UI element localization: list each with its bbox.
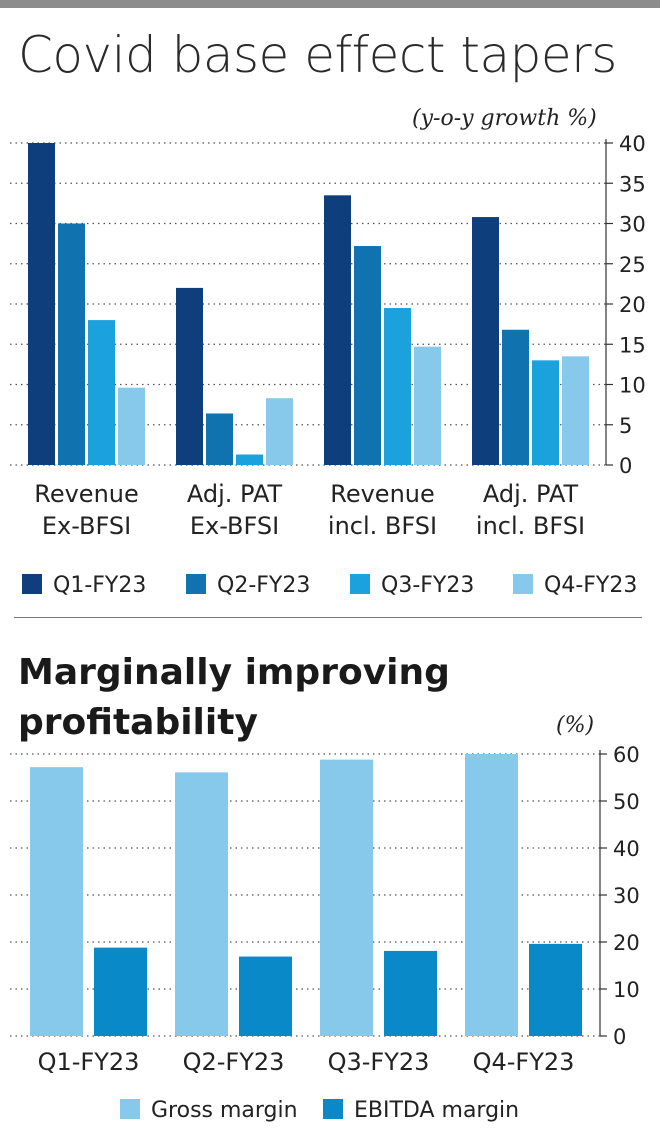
category-label: Revenue incl. BFSI — [328, 480, 437, 540]
y-tick-label: 60 — [613, 743, 640, 767]
y-tick-label: 0 — [613, 1025, 626, 1049]
bar — [175, 772, 228, 1036]
chart-2-title: Marginally improving profitability — [18, 652, 450, 743]
y-tick-label: 10 — [613, 978, 640, 1002]
bar — [384, 950, 437, 1036]
legend-swatch — [323, 1099, 343, 1119]
y-tick-label: 10 — [619, 374, 646, 398]
legend-label: Q1-FY23 — [53, 573, 146, 598]
category-label: Adj. PAT incl. BFSI — [476, 480, 585, 540]
bar — [324, 195, 351, 465]
category-label: Q1-FY23 — [38, 1048, 140, 1076]
y-tick-label: 50 — [613, 790, 640, 814]
legend-swatch — [186, 574, 206, 594]
legend-swatch — [350, 574, 370, 594]
y-tick-label: 20 — [619, 293, 646, 317]
y-tick-label: 20 — [613, 931, 640, 955]
legend-swatch — [22, 574, 42, 594]
bar — [236, 454, 263, 465]
bar — [384, 308, 411, 465]
bar — [28, 143, 55, 465]
y-tick-label: 40 — [619, 132, 646, 156]
legend-swatch — [513, 574, 533, 594]
legend-label: Q3-FY23 — [381, 573, 474, 598]
section-divider — [14, 617, 642, 618]
bar — [502, 329, 529, 465]
y-tick-label: 30 — [613, 884, 640, 908]
top-rule — [0, 0, 660, 8]
y-tick-label: 40 — [613, 837, 640, 861]
bar — [472, 217, 499, 465]
bar — [465, 754, 518, 1036]
chart-1-unit-label: (y-o-y growth %) — [412, 106, 597, 131]
bar — [88, 320, 115, 465]
bar — [94, 947, 147, 1036]
y-tick-label: 25 — [619, 253, 646, 277]
bar — [58, 223, 85, 465]
bar — [206, 413, 233, 465]
bar — [118, 387, 145, 465]
chart-1-title: Covid base effect tapers — [18, 26, 617, 84]
y-tick-label: 15 — [619, 333, 646, 357]
chart-2-svg: 0 10 20 30 40 50 60 Q1-FY23 Q2-FY23 Q3-FY23 Q4-FY2… — [10, 743, 640, 1123]
category-label: Q4-FY23 — [473, 1048, 575, 1076]
y-tick-label: 35 — [619, 172, 646, 196]
bar — [176, 287, 203, 465]
legend-label: Q4-FY23 — [544, 573, 637, 598]
bar — [320, 759, 373, 1036]
y-tick-label: 0 — [619, 454, 632, 478]
bar — [562, 356, 589, 465]
bar — [30, 767, 83, 1036]
chart-2-unit-label: (%) — [556, 713, 595, 738]
category-label: Adj. PAT Ex-BFSI — [187, 480, 283, 540]
y-tick-label: 5 — [619, 414, 632, 438]
bar — [414, 346, 441, 465]
bar — [529, 943, 582, 1036]
category-label: Q3-FY23 — [328, 1048, 430, 1076]
bar — [266, 398, 293, 465]
chart-1-svg: 0 5 10 15 20 25 30 35 40 Revenue Ex-BFSI Adj. PAT Ex… — [10, 132, 646, 598]
legend-label: Q2-FY23 — [217, 573, 310, 598]
bar — [532, 360, 559, 465]
bar — [239, 956, 292, 1036]
legend-label: Gross margin — [151, 1098, 298, 1123]
category-label: Q2-FY23 — [183, 1048, 285, 1076]
legend-label: EBITDA margin — [354, 1098, 519, 1123]
category-label: Revenue Ex-BFSI — [34, 480, 139, 540]
y-tick-label: 30 — [619, 213, 646, 237]
legend-swatch — [120, 1099, 140, 1119]
bar — [354, 246, 381, 465]
